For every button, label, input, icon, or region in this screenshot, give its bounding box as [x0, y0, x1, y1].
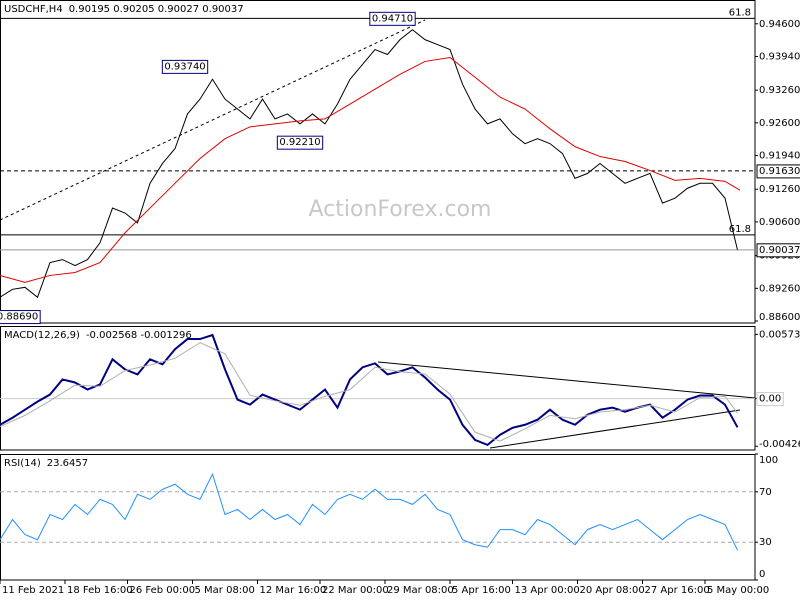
y-tick-label: 0.89260 [759, 283, 800, 294]
y-tick-label: 0.91260 [759, 184, 800, 195]
y-tick-label: 0.93940 [759, 51, 800, 62]
panel-header: MACD(12,26,9) -0.002568 -0.001296 [4, 330, 192, 341]
macd-trend-line [489, 409, 741, 449]
y-tick-label: 0.94600 [759, 19, 800, 30]
panel-title: USDCHF,H4 [4, 4, 63, 15]
level-label-box [756, 243, 800, 258]
panel-title: RSI(14) [4, 458, 41, 469]
annotation: 0.92210 [279, 137, 320, 148]
series-line [0, 56, 741, 283]
panel-subtitle: 23.6457 [47, 458, 88, 469]
level-label: 61.8 [729, 224, 751, 235]
panel-title: MACD(12,26,9) [4, 330, 80, 341]
x-tick-label: 27 Apr 16:00 [645, 585, 710, 596]
panel-header: RSI(14) 23.6457 [4, 458, 88, 469]
y-tick-label: 0 [759, 569, 765, 580]
y-tick-label: 0.92600 [759, 118, 800, 129]
annotation-box [0, 310, 41, 325]
x-tick-label: 20 Apr 08:00 [580, 585, 645, 596]
y-tick-label: 70 [759, 487, 772, 498]
series-line [0, 29, 738, 299]
y-tick-label: 30 [759, 537, 772, 548]
level-label-box [756, 392, 784, 407]
main-panel [0, 0, 756, 324]
level-label: 0.91630 [759, 166, 800, 177]
trend-line [0, 19, 426, 221]
level-label: 0.90037 [759, 245, 800, 256]
y-tick-label: 0.93260 [759, 85, 800, 96]
x-tick-label: 5 May 00:00 [707, 585, 769, 596]
series-line [0, 472, 738, 551]
y-tick-label: 100 [759, 455, 778, 466]
x-tick-label: 12 Mar 16:00 [260, 585, 327, 596]
x-tick-label: 13 Apr 00:00 [515, 585, 580, 596]
series-line [0, 342, 738, 442]
watermark: ActionForex.com [309, 197, 492, 222]
annotation: 0.88690 [0, 312, 38, 323]
series-line [0, 333, 739, 447]
annotation: 0.93740 [164, 61, 205, 72]
x-tick-label: 26 Feb 00:00 [130, 585, 196, 596]
y-tick-label: 0.91940 [759, 151, 800, 162]
x-tick-label: 18 Feb 16:00 [67, 585, 133, 596]
annotation-box [161, 59, 209, 74]
annotation: 0.94710 [372, 13, 413, 24]
x-tick-label: 5 Apr 16:00 [452, 585, 511, 596]
panel-subtitle: -0.002568 -0.001296 [86, 330, 192, 341]
y-tick-label: 0.88600 [759, 312, 800, 323]
level-label-box [756, 164, 800, 179]
level-label: 61.8 [729, 7, 751, 18]
rsi-panel [0, 454, 756, 581]
panel-subtitle: 0.90195 0.90205 0.90027 0.90037 [69, 4, 244, 15]
x-tick-label: 29 Mar 08:00 [387, 585, 454, 596]
x-tick-label: 22 Mar 00:00 [322, 585, 389, 596]
level-label: 0.00 [759, 394, 781, 405]
panel-header: USDCHF,H4 0.90195 0.90205 0.90027 0.90037 [4, 4, 244, 15]
x-tick-label: 5 Mar 08:00 [195, 585, 255, 596]
y-tick-label: 0.90600 [759, 217, 800, 228]
annotation-box [369, 11, 416, 26]
macd-panel [0, 326, 756, 451]
macd-trend-line [377, 361, 756, 399]
y-tick-label: -0.004261 [759, 439, 800, 450]
y-tick-label: 0.005739 [759, 329, 800, 340]
annotation-box [276, 135, 324, 150]
x-tick-label: 11 Feb 2021 [2, 585, 64, 596]
